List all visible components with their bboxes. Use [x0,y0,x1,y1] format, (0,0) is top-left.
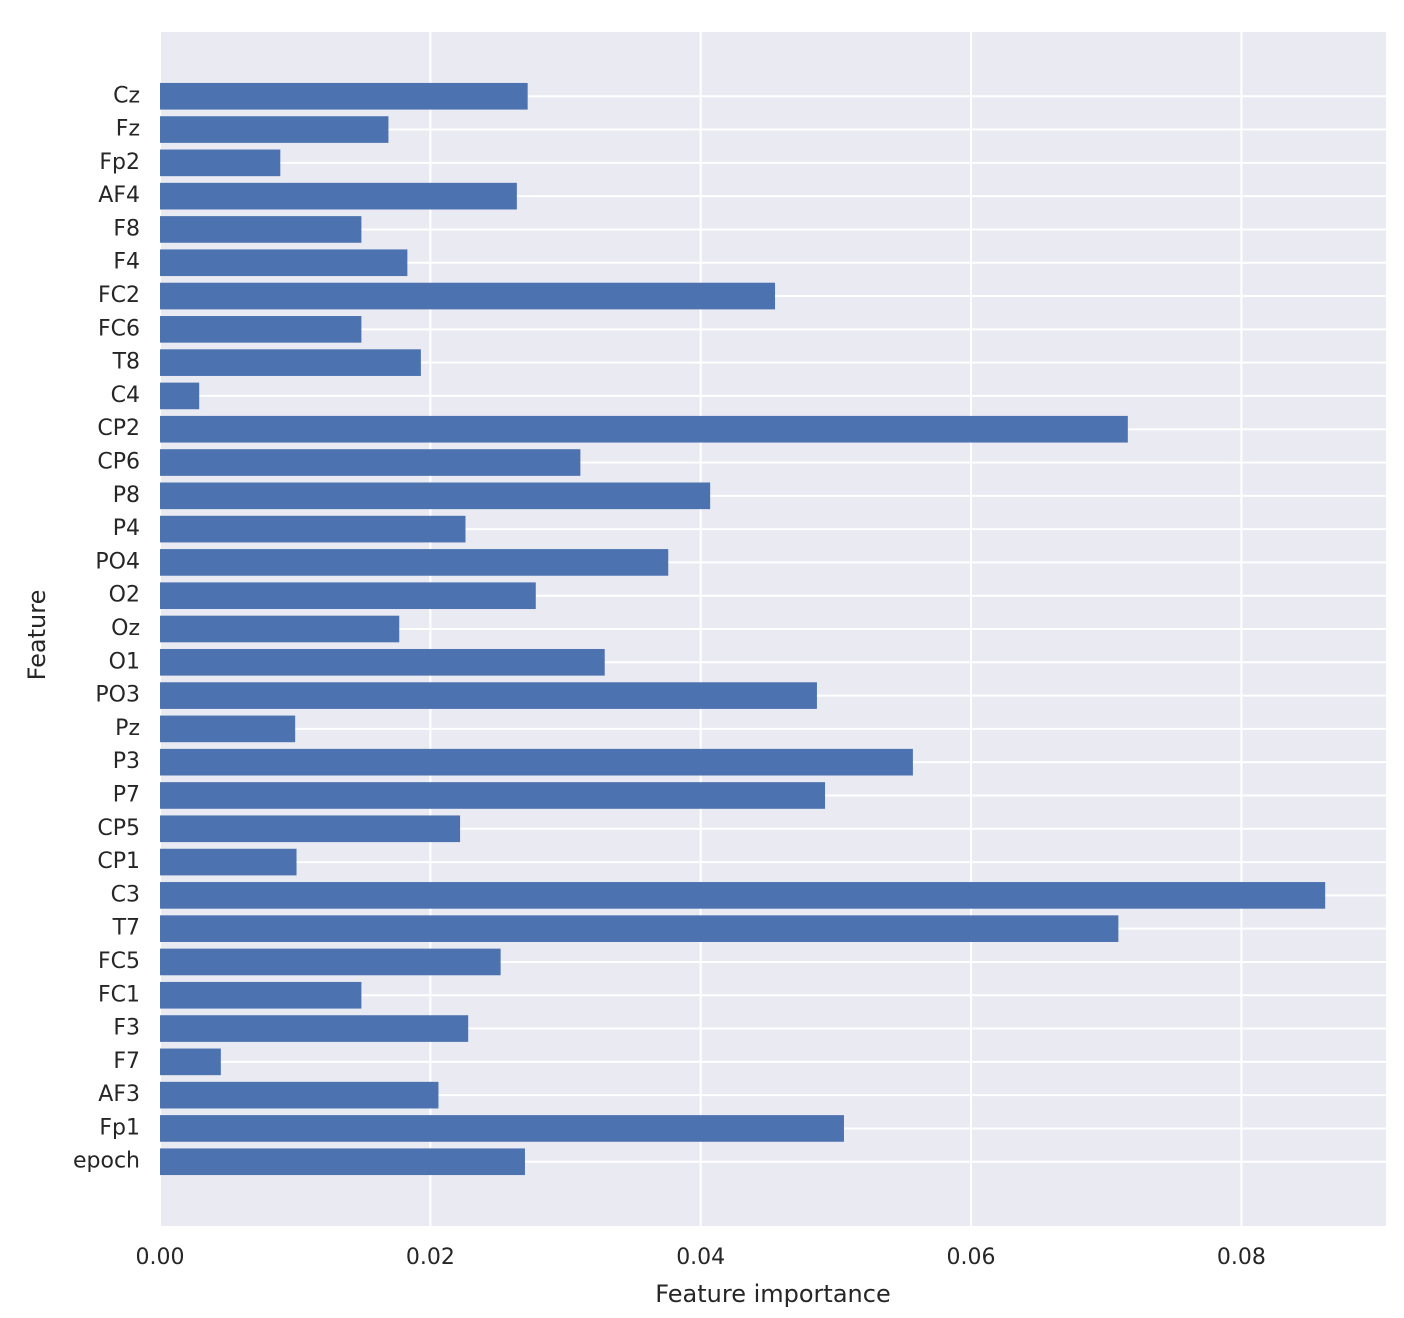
bar [160,216,362,243]
bar [160,582,536,610]
y-tick-label: O1 [109,649,140,674]
y-tick-label: Fp2 [99,150,140,175]
bar [160,1015,469,1042]
bar [160,549,669,576]
bar [160,615,400,643]
y-tick-label: FC2 [98,283,140,308]
bar [160,948,501,976]
y-tick-label: CP2 [97,416,140,441]
bar [160,782,826,809]
y-tick-label: Pz [115,716,140,741]
y-tick-label: CP5 [97,816,140,841]
y-tick-label: Fz [116,117,140,142]
bar [160,848,297,876]
x-tick-label: 0.06 [947,1245,996,1270]
bar [160,515,466,543]
bar [160,748,913,776]
bar [160,882,1326,909]
y-tick-label: Cz [113,83,140,108]
y-tick-label: AF4 [98,183,140,208]
y-tick-label: PO3 [95,683,140,708]
y-tick-label: CP6 [97,450,140,475]
x-axis-label: Feature importance [655,1280,890,1308]
bar [160,682,817,709]
y-axis-label: Feature [23,590,51,681]
y-tick-label: P7 [113,782,140,807]
bar [160,981,362,1009]
bar [160,116,389,143]
bar [160,648,605,676]
bar [160,1081,439,1109]
y-tick-label: C4 [111,383,140,408]
y-tick-label: CP1 [97,849,140,874]
bar [160,1115,844,1142]
y-tick-label: FC6 [98,316,140,341]
y-tick-label: FC5 [98,949,140,974]
y-tick-label: FC1 [98,982,140,1007]
y-tick-label: P8 [113,483,140,508]
x-tick-label: 0.02 [406,1245,455,1270]
y-tick-label: epoch [73,1149,140,1174]
bar [160,915,1119,942]
bar [160,715,296,743]
bar [160,349,421,376]
bar [160,182,517,210]
bar [160,149,281,177]
bar [160,1148,525,1176]
bar [160,449,581,476]
bar [160,316,362,343]
bar [160,1048,221,1076]
y-tick-label: AF3 [98,1082,140,1107]
x-tick-label: 0.04 [676,1245,725,1270]
y-tick-label: O2 [109,583,140,608]
y-tick-label: P3 [113,749,140,774]
bar [160,482,711,510]
y-tick-label: F4 [113,250,140,275]
y-tick-label: C3 [111,882,140,907]
x-tick-label: 0.08 [1217,1245,1266,1270]
bar [160,249,408,277]
bar [160,82,528,110]
y-tick-label: T8 [112,350,140,375]
y-tick-label: PO4 [95,549,140,574]
bar [160,282,776,310]
y-tick-label: Fp1 [99,1115,140,1140]
bar [160,815,461,843]
bars [160,82,1326,1176]
y-tick-label: Oz [111,616,140,641]
y-tick-label: P4 [113,516,140,541]
y-tick-label: F8 [113,216,140,241]
bar [160,415,1128,443]
y-tick-label: F3 [113,1016,140,1041]
y-tick-label: T7 [112,916,140,941]
bar [160,382,200,410]
grid [159,32,1386,1226]
y-tick-label: F7 [113,1049,140,1074]
x-tick-label: 0.00 [136,1245,185,1270]
